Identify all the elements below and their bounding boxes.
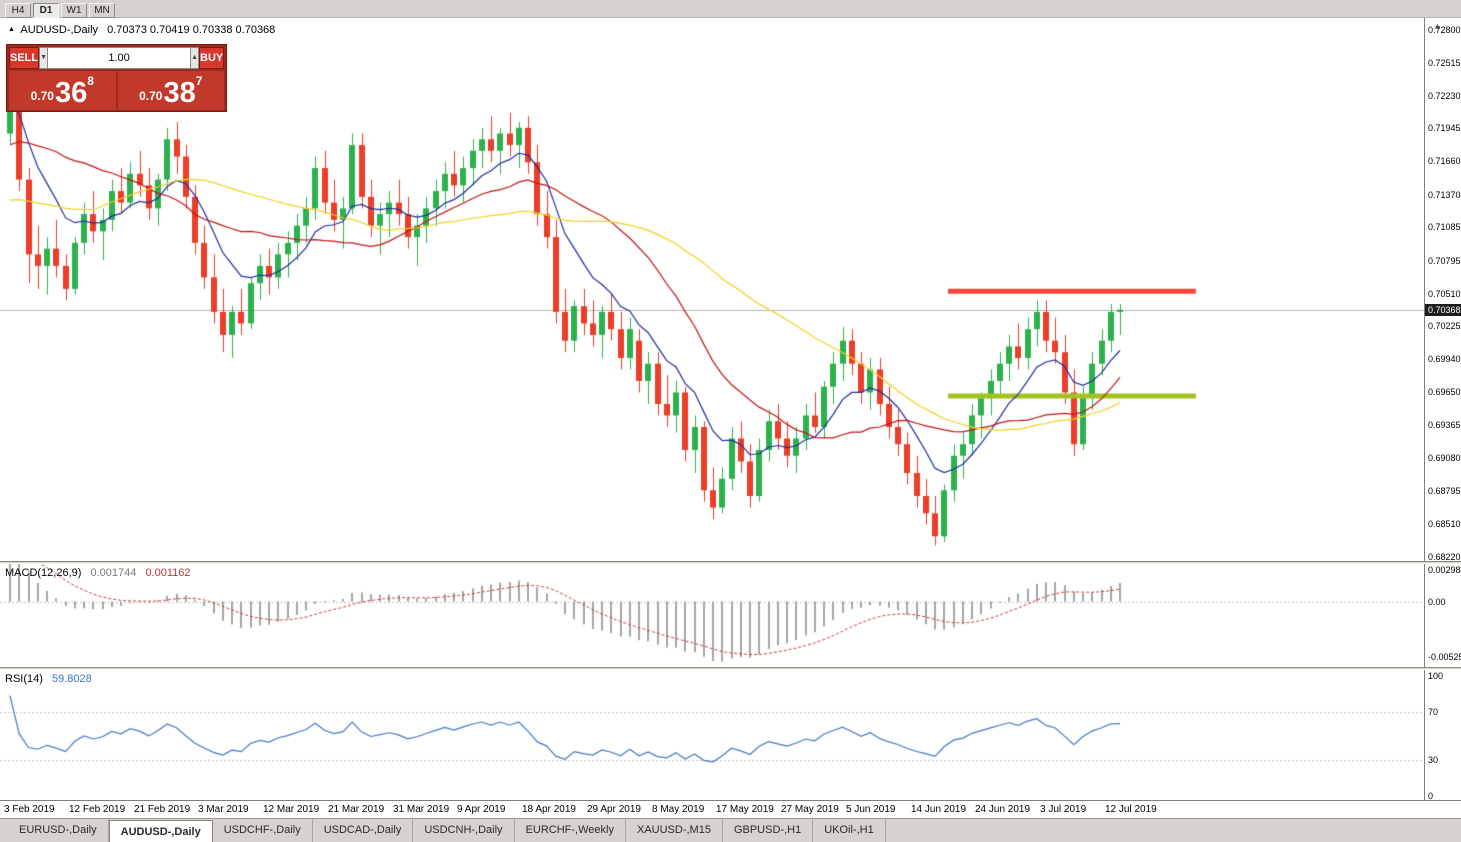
macd-name: MACD(12,26,9)	[5, 567, 82, 579]
axis-label: 0.69940	[1428, 354, 1461, 365]
volume-input[interactable]	[48, 47, 191, 69]
axis-label: 0.69650	[1428, 387, 1461, 398]
date-label: 9 Apr 2019	[457, 804, 506, 815]
timeframe-toolbar: H4 D1 W1 MN	[0, 0, 1461, 18]
volume-increase-button[interactable]: ▲	[190, 47, 199, 69]
sell-price-pip: 8	[87, 74, 94, 88]
one-click-trading-panel: SELL ▼ ▲ BUY 0.70 36 8 0.70 38 7	[6, 44, 227, 112]
date-label: 31 Mar 2019	[393, 804, 450, 815]
sell-button[interactable]: SELL	[9, 47, 40, 69]
date-label: 12 Feb 2019	[69, 804, 126, 815]
axis-label: 0.002984	[1428, 565, 1461, 575]
chart-tab-xauusd[interactable]: XAUUSD-,M15	[626, 819, 723, 842]
date-label: 21 Feb 2019	[134, 804, 191, 815]
axis-label: 0.71660	[1428, 156, 1461, 167]
axis-label: -0.00525	[1428, 652, 1461, 662]
chart-ohlc-values: 0.70373 0.70419 0.70338 0.70368	[107, 24, 276, 36]
axis-label: 0.68510	[1428, 518, 1461, 529]
macd-main-value: 0.001744	[90, 567, 137, 579]
rsi-canvas[interactable]	[0, 670, 1424, 800]
axis-label: 0.68220	[1428, 552, 1461, 562]
rsi-value: 59.8028	[51, 673, 92, 685]
axis-label: 0.72230	[1428, 90, 1461, 101]
mouse-cursor-icon: ▲	[1433, 21, 1442, 31]
axis-label: 0.00	[1428, 596, 1446, 607]
date-label: 8 May 2019	[652, 804, 705, 815]
sell-price-big: 36	[54, 77, 88, 109]
chart-tab-bar: EURUSD-,Daily AUDUSD-,Daily USDCHF-,Daily U…	[0, 818, 1461, 842]
timeframe-button-h4[interactable]: H4	[5, 3, 31, 18]
axis-label: 0.69080	[1428, 453, 1461, 464]
chart-tab-audusd[interactable]: AUDUSD-,Daily	[108, 820, 213, 842]
price-scale[interactable]: ▲ 0.70368 0.72800 0.72515 0.72230 0.71945 0.…	[1424, 18, 1461, 562]
axis-label: 0.71085	[1428, 222, 1461, 233]
timeframe-button-w1[interactable]: W1	[61, 3, 87, 18]
chart-symbol-label: AUDUSD-,Daily	[20, 24, 99, 36]
rsi-name: RSI(14)	[5, 673, 43, 685]
chart-tab-gbpusd[interactable]: GBPUSD-,H1	[723, 819, 814, 842]
date-label: 27 May 2019	[781, 804, 839, 815]
macd-canvas[interactable]	[0, 564, 1424, 667]
sell-price-base: 0.70	[30, 89, 54, 103]
main-chart-pane: ▲ 0.70368 0.72800 0.72515 0.72230 0.71945 0.…	[0, 18, 1461, 562]
axis-label: 0	[1428, 791, 1434, 801]
chart-tab-eurusd[interactable]: EURUSD-,Daily	[8, 819, 109, 842]
timeframe-button-mn[interactable]: MN	[89, 3, 115, 18]
current-price-tag: 0.70368	[1425, 303, 1461, 316]
macd-pane: 0.002984 0.00 -0.00525 MACD(12,26,9) 0.001…	[0, 564, 1461, 667]
axis-label: 0.71945	[1428, 123, 1461, 134]
axis-label: 0.68795	[1428, 485, 1461, 496]
sell-price-display[interactable]: 0.70 36 8	[9, 71, 116, 110]
axis-label: 0.71370	[1428, 189, 1461, 200]
date-label: 18 Apr 2019	[522, 804, 576, 815]
chart-tab-usdcad[interactable]: USDCAD-,Daily	[313, 819, 414, 842]
rsi-pane: 100 70 30 0 RSI(14) 59.8028	[0, 670, 1461, 801]
timeframe-button-d1[interactable]: D1	[33, 3, 59, 18]
date-axis[interactable]: 3 Feb 2019 12 Feb 2019 21 Feb 2019 3 Mar 20…	[0, 800, 1461, 818]
date-label: 12 Mar 2019	[263, 804, 320, 815]
axis-label: 100	[1428, 671, 1444, 681]
chart-tab-usdcnh[interactable]: USDCNH-,Daily	[413, 819, 515, 842]
macd-signal-value: 0.001162	[145, 567, 191, 579]
axis-label: 0.72800	[1428, 25, 1461, 35]
date-label: 29 Apr 2019	[587, 804, 641, 815]
date-label: 3 Mar 2019	[198, 804, 249, 815]
axis-label: 0.72515	[1428, 57, 1461, 68]
buy-price-base: 0.70	[139, 89, 163, 103]
macd-label: MACD(12,26,9) 0.001744 0.001162	[5, 567, 191, 579]
axis-label: 0.70795	[1428, 255, 1461, 266]
date-label: 3 Feb 2019	[4, 804, 55, 815]
volume-decrease-button[interactable]: ▼	[39, 47, 49, 69]
symbol-triangle-icon: ▲	[8, 26, 15, 33]
date-label: 3 Jul 2019	[1040, 804, 1087, 815]
axis-label: 0.70510	[1428, 288, 1461, 299]
chart-tab-ukoil[interactable]: UKOil-,H1	[813, 819, 886, 842]
date-label: 17 May 2019	[716, 804, 774, 815]
rsi-label: RSI(14) 59.8028	[5, 673, 92, 685]
chart-title: ▲ AUDUSD-,Daily 0.70373 0.70419 0.70338 …	[8, 24, 275, 36]
pane-splitter[interactable]	[0, 561, 1461, 564]
chart-tab-usdchf[interactable]: USDCHF-,Daily	[213, 819, 313, 842]
date-label: 14 Jun 2019	[911, 804, 967, 815]
rsi-scale[interactable]: 100 70 30 0	[1424, 670, 1461, 801]
date-label: 12 Jul 2019	[1105, 804, 1157, 815]
buy-price-display[interactable]: 0.70 38 7	[117, 71, 224, 110]
date-label: 5 Jun 2019	[846, 804, 896, 815]
buy-button[interactable]: BUY	[199, 47, 225, 69]
axis-label: 70	[1428, 707, 1439, 717]
main-chart-canvas[interactable]	[0, 18, 1424, 561]
pane-splitter[interactable]	[0, 667, 1461, 670]
buy-price-pip: 7	[195, 74, 203, 88]
axis-label: 0.69365	[1428, 420, 1461, 431]
macd-scale[interactable]: 0.002984 0.00 -0.00525	[1424, 564, 1461, 667]
date-label: 21 Mar 2019	[328, 804, 385, 815]
buy-price-big: 38	[163, 77, 196, 109]
chart-tab-eurchf[interactable]: EURCHF-,Weekly	[515, 819, 626, 842]
date-label: 24 Jun 2019	[975, 804, 1031, 815]
axis-label: 0.70225	[1428, 321, 1461, 332]
axis-label: 30	[1428, 755, 1439, 765]
